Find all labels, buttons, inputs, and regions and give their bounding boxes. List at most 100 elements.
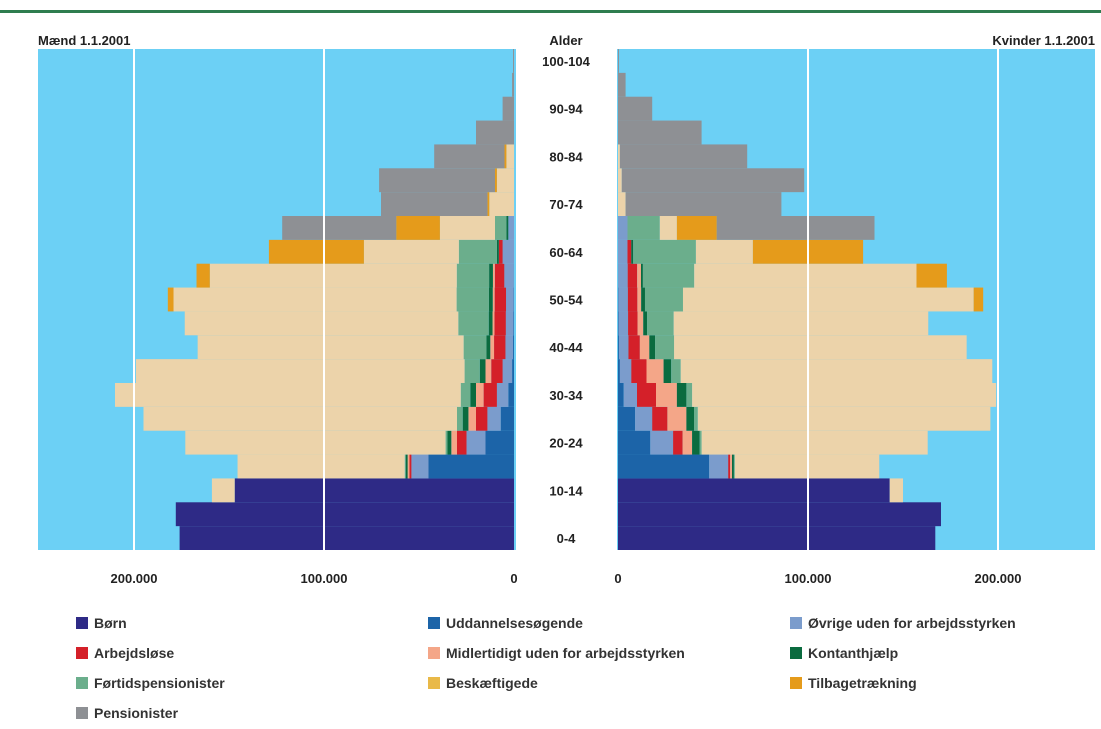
legend-label: Uddannelsesøgende [446, 615, 583, 631]
legend-label: Kontanthjælp [808, 645, 899, 661]
women-bar-70-74-pensionister [625, 192, 782, 216]
men-bar-45-49-kontanthjælp [488, 311, 493, 336]
top-rule [0, 10, 1101, 13]
women-bar-95-99-pensionister [618, 72, 626, 97]
women-bar-65-69-beskæftigede [659, 216, 677, 240]
men-bar-80-84-pensionister [434, 144, 505, 169]
men-bar-25-29-kontanthjælp [462, 406, 469, 431]
legend-label: Førtidspensionister [94, 675, 225, 691]
age-labels: 0-4 10-14 20-24 30-34 40-44 50-54 60-64 70-74 80… [542, 54, 590, 546]
men-bar-65-69-pensionister [282, 216, 397, 240]
men-bar-55-59-førtidspensionister [456, 263, 490, 288]
men-bar-50-54-øvrige uden for arbejdsstyrken [506, 287, 514, 312]
women-bar-65-69-tilbagetrækning [676, 216, 717, 240]
men-bar-65-69-kontanthjælp [506, 216, 509, 240]
women-x-tick-label: 200.000 [975, 571, 1022, 586]
men-bar-10-14-børn [234, 478, 514, 503]
women-bar-20-24-arbejdsløse [673, 430, 683, 455]
men-bar-20-24-førtidspensionister [445, 430, 448, 455]
men-bar-45-49-uddannelsesøgende [513, 311, 514, 336]
women-bar-55-59-beskæftigede [694, 263, 917, 288]
men-bar-90-94-pensionister [502, 96, 514, 121]
women-bar-50-54-førtidspensionister [644, 287, 683, 312]
women-bar-50-54-midlertidigt uden for arbejdsstyrken [637, 287, 642, 312]
men-bar-40-44-kontanthjælp [486, 335, 491, 360]
men-bar-35-39-førtidspensionister [464, 359, 480, 383]
legend-item-beskaeftigede: Beskæftigede [428, 674, 538, 692]
women-bar-45-49-øvrige uden for arbejdsstyrken [618, 311, 629, 336]
men-bar-75-79-beskæftigede [496, 168, 514, 193]
age-label: 40-44 [549, 340, 583, 355]
women-bar-15-19-midlertidigt uden for arbejdsstyrken [730, 454, 732, 479]
men-bar-55-59-øvrige uden for arbejdsstyrken [504, 263, 514, 288]
women-bar-30-34-øvrige uden for arbejdsstyrken [623, 383, 637, 407]
population-pyramid-chart: Mænd 1.1.2001 Kvinder 1.1.2001 Alder 200… [38, 33, 1095, 586]
men-bar-40-44-midlertidigt uden for arbejdsstyrken [490, 335, 495, 360]
men-bar-20-24-arbejdsløse [457, 430, 467, 455]
men-panel: 200.000 100.000 0 [38, 49, 518, 586]
men-bar-70-74-pensionister [381, 192, 488, 216]
men-bar-30-34-beskæftigede [115, 383, 461, 407]
women-panel-title: Kvinder 1.1.2001 [992, 33, 1095, 48]
men-x-tick-label: 100.000 [301, 571, 348, 586]
men-bar-15-19-arbejdsløse [409, 454, 412, 479]
women-bar-5-9-børn [618, 502, 941, 527]
men-bar-30-34-midlertidigt uden for arbejdsstyrken [476, 383, 484, 407]
women-bar-35-39-midlertidigt uden for arbejdsstyrken [646, 359, 664, 383]
men-bar-85-89-pensionister [476, 120, 514, 145]
women-bar-25-29-midlertidigt uden for arbejdsstyrken [667, 406, 687, 431]
women-bar-75-79-beskæftigede [618, 168, 622, 193]
women-bar-15-19-uddannelsesøgende [618, 454, 710, 479]
women-bar-25-29-uddannelsesøgende [618, 406, 636, 431]
men-bar-15-19-kontanthjælp [405, 454, 408, 479]
women-bar-80-84-beskæftigede [618, 144, 620, 169]
women-bar-45-49-førtidspensionister [647, 311, 674, 336]
men-bar-50-54-førtidspensionister [456, 287, 489, 312]
men-bar-10-14-beskæftigede [211, 478, 235, 503]
age-label: 100-104 [542, 54, 590, 69]
women-bar-15-19-kontanthjælp [732, 454, 734, 479]
women-bar-25-29-arbejdsløse [652, 406, 668, 431]
men-bar-40-44-førtidspensionister [463, 335, 487, 360]
legend-swatch [76, 647, 88, 659]
age-label: 80-84 [549, 149, 583, 164]
legend-item-midlertidigt: Midlertidigt uden for arbejdsstyrken [428, 644, 685, 662]
age-label: 50-54 [549, 293, 583, 308]
women-bar-40-44-arbejdsløse [628, 335, 640, 360]
men-bar-50-54-kontanthjælp [488, 287, 493, 312]
age-label: 30-34 [549, 388, 583, 403]
men-bar-25-29-øvrige uden for arbejdsstyrken [487, 406, 501, 431]
women-bar-25-29-beskæftigede [697, 406, 991, 431]
legend-item-fortidspensionister: Førtidspensionister [76, 674, 225, 692]
men-bar-55-59-arbejdsløse [494, 263, 505, 288]
men-bar-80-84-tilbagetrækning [504, 144, 507, 169]
women-bar-45-49-midlertidigt uden for arbejdsstyrken [637, 311, 644, 336]
men-bar-20-24-uddannelsesøgende [485, 430, 514, 455]
women-bar-60-64-kontanthjælp [631, 239, 634, 264]
men-bar-25-29-førtidspensionister [457, 406, 463, 431]
men-bar-45-49-førtidspensionister [458, 311, 489, 336]
women-bar-30-34-kontanthjælp [676, 383, 687, 407]
women-bar-20-24-førtidspensionister [699, 430, 702, 455]
women-bar-40-44-øvrige uden for arbejdsstyrken [618, 335, 629, 360]
men-bar-35-39-kontanthjælp [479, 359, 486, 383]
women-bar-50-54-øvrige uden for arbejdsstyrken [618, 287, 628, 312]
men-bar-70-74-beskæftigede [489, 192, 514, 216]
women-bar-25-29-førtidspensionister [694, 406, 698, 431]
men-bar-55-59-midlertidigt uden for arbejdsstyrken [492, 263, 495, 288]
women-bar-15-19-øvrige uden for arbejdsstyrken [709, 454, 729, 479]
women-bar-50-54-beskæftigede [682, 287, 974, 312]
women-bar-70-74-beskæftigede [618, 192, 626, 216]
legend-swatch [428, 617, 440, 629]
women-bar-30-34-midlertidigt uden for arbejdsstyrken [656, 383, 677, 407]
legend-item-pensionister: Pensionister [76, 704, 178, 722]
women-bar-20-24-uddannelsesøgende [618, 430, 651, 455]
women-bar-35-39-uddannelsesøgende [618, 359, 620, 383]
men-bar-15-19-førtidspensionister [404, 454, 406, 479]
women-bar-20-24-øvrige uden for arbejdsstyrken [650, 430, 674, 455]
men-bar-35-39-uddannelsesøgende [512, 359, 514, 383]
men-bar-25-29-midlertidigt uden for arbejdsstyrken [468, 406, 476, 431]
women-bar-65-69-øvrige uden for arbejdsstyrken [618, 216, 628, 240]
men-bar-50-54-midlertidigt uden for arbejdsstyrken [492, 287, 495, 312]
men-bar-40-44-arbejdsløse [494, 335, 506, 360]
